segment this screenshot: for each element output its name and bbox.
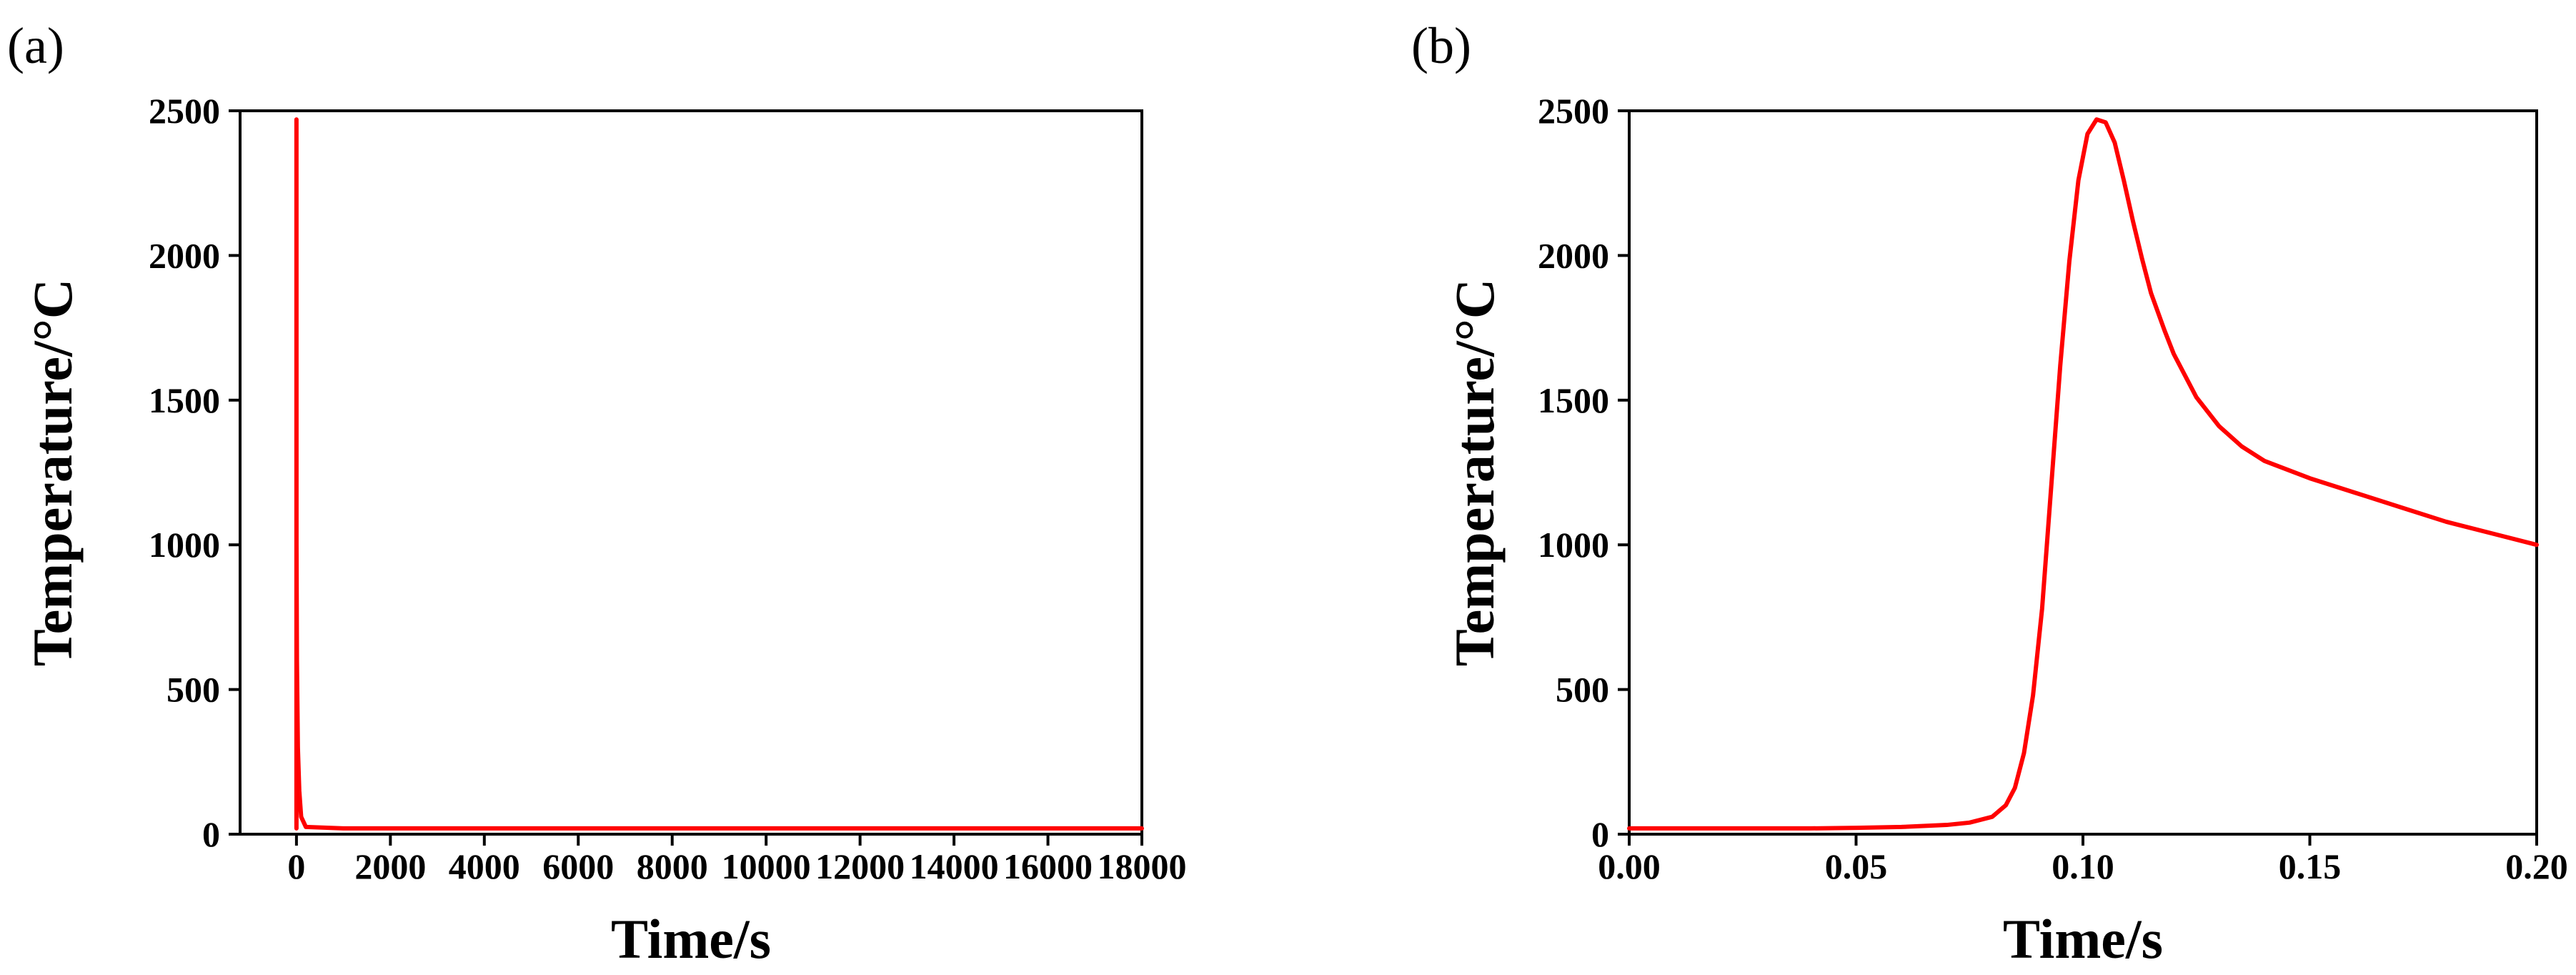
x-tick-label: 18000 [1098,846,1187,886]
plot-frame [239,109,1143,836]
y-tick-label: 2000 [149,235,220,275]
x-tick-label: 8000 [637,846,708,886]
y-tick-label: 1500 [149,380,220,420]
y-tick-label: 2500 [1538,91,1609,131]
tick-layer: 0 2000 4000 6000 8000 10000 12000 14000 16000 180… [149,91,1187,886]
x-tick-label: 0.15 [2279,846,2342,886]
x-axis-title: Time/s [611,908,771,970]
y-tick-label: 1000 [149,525,220,565]
panel-label: (a) [7,17,64,74]
y-tick-label: 0 [1591,814,1609,854]
y-tick-label: 2000 [1538,235,1609,275]
y-tick-label: 2500 [149,91,220,131]
x-tick-label: 16000 [1003,846,1093,886]
series-layer [1627,117,2539,831]
panel-b: (b) 0.00 0.05 0.10 0.15 0.20 0 500 1000 1500 2000… [1411,17,2568,970]
panel-a: (a) 0 2000 4000 6000 8000 10000 12000 14000 1600… [7,17,1187,970]
x-axis-title: Time/s [2003,908,2163,970]
series-layer [294,117,1144,831]
x-tick-label: 0.05 [1825,846,1888,886]
x-tick-label: 0.20 [2505,846,2568,886]
y-tick-label: 500 [1556,670,1609,710]
x-tick-label: 6000 [542,846,614,886]
y-tick-label: 1500 [1538,380,1609,420]
panel-label: (b) [1411,17,1471,74]
y-tick-label: 1000 [1538,525,1609,565]
y-axis-title: Temperature/°C [1443,279,1506,666]
x-tick-label: 0.10 [2052,846,2114,886]
y-tick-label: 0 [202,814,220,854]
plot-frame [1628,109,2538,836]
y-tick-label: 500 [166,670,220,710]
x-tick-label: 12000 [815,846,905,886]
x-tick-label: 14000 [910,846,999,886]
x-tick-label: 0 [287,846,305,886]
x-tick-label: 4000 [449,846,520,886]
x-tick-label: 2000 [354,846,426,886]
series-line [1627,117,2539,831]
y-axis-title: Temperature/°C [21,279,84,666]
series-line [294,117,1144,831]
tick-layer: 0.00 0.05 0.10 0.15 0.20 0 500 1000 1500 2000 2500 [1538,91,2568,886]
x-tick-label: 10000 [722,846,811,886]
x-tick-label: 0.00 [1598,846,1661,886]
